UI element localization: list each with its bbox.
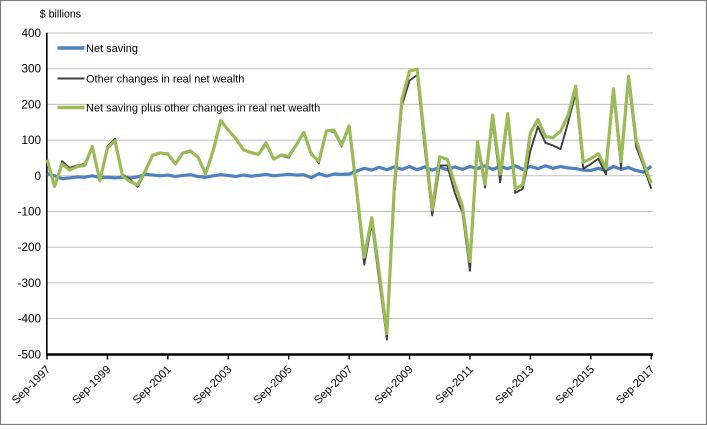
svg-text:-200: -200 <box>18 241 42 254</box>
svg-text:100: 100 <box>21 134 41 147</box>
svg-text:-100: -100 <box>18 206 42 219</box>
svg-text:-300: -300 <box>18 277 42 290</box>
svg-text:Other changes in real net weal: Other changes in real net wealth <box>86 74 244 86</box>
svg-text:400: 400 <box>21 27 41 40</box>
svg-text:300: 300 <box>21 63 41 76</box>
svg-text:-400: -400 <box>18 313 42 326</box>
svg-text:200: 200 <box>21 98 41 111</box>
svg-text:-500: -500 <box>18 348 42 361</box>
svg-text:0: 0 <box>34 170 41 183</box>
svg-text:Net saving: Net saving <box>86 43 138 55</box>
svg-text:Net saving plus other changes: Net saving plus other changes in real ne… <box>86 103 320 115</box>
svg-text:$ billions: $ billions <box>40 9 81 21</box>
